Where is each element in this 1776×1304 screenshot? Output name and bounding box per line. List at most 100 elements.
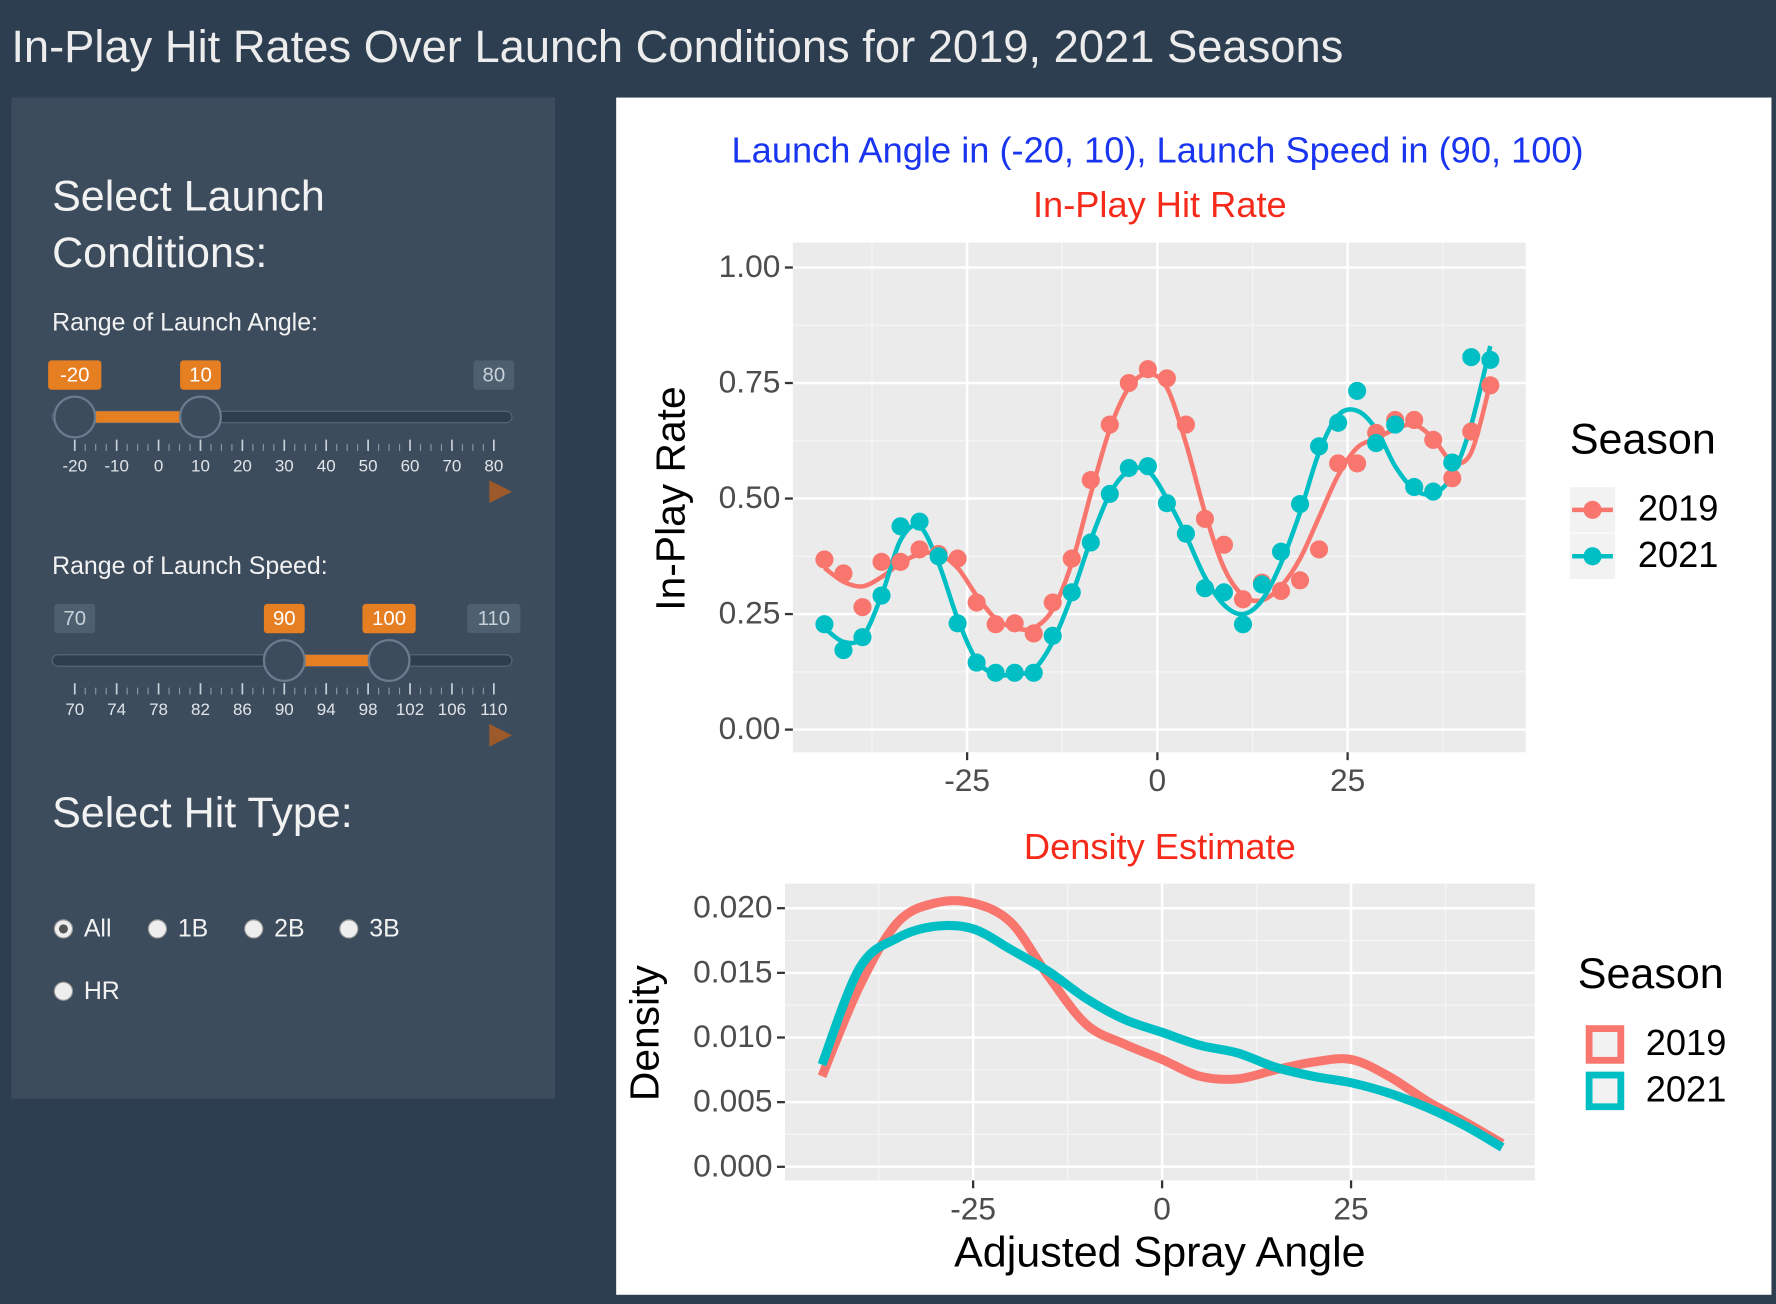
slider-tick-label: 98 — [359, 700, 378, 719]
point — [834, 564, 853, 583]
point — [1233, 615, 1253, 634]
point — [1329, 454, 1348, 473]
slider-limit-box — [473, 360, 515, 390]
point — [929, 547, 948, 566]
radio-button[interactable] — [53, 981, 74, 1001]
play-button[interactable] — [489, 480, 512, 504]
slider-tick-label: -10 — [104, 456, 129, 475]
radio-label[interactable]: 1B — [178, 915, 208, 943]
y-tick-label: 0.010 — [693, 1018, 772, 1054]
slider-handle[interactable] — [178, 395, 222, 439]
slider-tick-label: 50 — [359, 456, 378, 475]
slider-tick-label: 110 — [480, 700, 507, 719]
point — [1214, 583, 1234, 602]
x-tick-label: -25 — [944, 762, 990, 798]
slider-tick-label: 74 — [107, 700, 126, 719]
legend-label: 2021 — [1646, 1069, 1727, 1110]
point — [1157, 369, 1176, 388]
legend-key-box — [1585, 1071, 1625, 1111]
point — [986, 615, 1005, 634]
slider-tick-label: 70 — [65, 700, 84, 719]
point — [1062, 549, 1081, 568]
radio-label[interactable]: HR — [84, 977, 120, 1005]
point — [1081, 471, 1100, 490]
legend-title: Season — [1578, 950, 1724, 998]
y-tick-label: 0.005 — [693, 1083, 772, 1119]
slider-tick-label: 20 — [233, 456, 252, 475]
point — [1443, 453, 1462, 472]
point — [1290, 495, 1310, 514]
radio-button[interactable] — [147, 919, 168, 939]
point — [1462, 348, 1481, 367]
point — [1138, 360, 1157, 379]
y-tick-label: 0.50 — [719, 479, 781, 515]
x-tick-label: 25 — [1333, 1190, 1368, 1226]
point — [1024, 663, 1043, 682]
point — [1405, 410, 1424, 430]
point — [1462, 422, 1481, 441]
point — [910, 540, 929, 559]
slider-value: -20 — [60, 365, 89, 387]
point — [1005, 663, 1024, 682]
point — [986, 663, 1005, 682]
sidebar-heading: Select Launch Conditions: — [52, 173, 325, 278]
play-button[interactable] — [489, 723, 512, 747]
legend-label: 2021 — [1638, 534, 1719, 575]
point — [1024, 624, 1043, 643]
point — [1100, 484, 1119, 503]
point — [1195, 579, 1214, 598]
slider-value: 100 — [372, 608, 406, 630]
point — [1310, 437, 1329, 456]
x-tick-label: 25 — [1330, 762, 1365, 798]
point — [967, 653, 986, 672]
point — [1176, 524, 1195, 543]
slider-tick-label: 80 — [484, 456, 503, 475]
point — [1348, 381, 1367, 400]
legend-key-point — [1583, 547, 1602, 566]
slider-handle[interactable] — [262, 638, 306, 683]
slider-tick-label: 10 — [191, 456, 210, 475]
density-line — [817, 896, 1505, 1148]
y-tick-label: 0.015 — [693, 953, 772, 989]
page-title: In-Play Hit Rates Over Launch Conditions… — [11, 21, 1343, 72]
point — [948, 614, 967, 633]
point — [1271, 542, 1291, 561]
slider-handle[interactable] — [367, 638, 411, 683]
point — [872, 586, 891, 605]
legend-label: 2019 — [1638, 488, 1719, 529]
point — [834, 641, 853, 660]
slider-limit: 70 — [63, 608, 86, 630]
point — [910, 512, 929, 531]
slider-tick-label: 70 — [442, 456, 461, 475]
point — [1252, 575, 1272, 594]
legend-key-point — [1583, 500, 1602, 519]
slider-value-box — [48, 360, 102, 390]
radio-label[interactable]: 2B — [274, 915, 304, 943]
slider-tick-label: 40 — [317, 456, 336, 475]
radio-button[interactable] — [339, 919, 359, 939]
point — [1062, 583, 1081, 602]
point — [1100, 415, 1119, 434]
slider-tick-label: 0 — [154, 456, 163, 475]
slider-tick-label: -20 — [62, 456, 87, 475]
slider-range — [74, 411, 201, 423]
y-tick-label: 0.000 — [693, 1147, 772, 1183]
radio-button[interactable] — [244, 919, 264, 939]
y-tick-label: 0.00 — [719, 710, 781, 746]
point — [1176, 415, 1195, 434]
slider-limit: 110 — [478, 608, 510, 630]
x-tick-label: -25 — [950, 1190, 996, 1226]
radio-label[interactable]: 3B — [369, 915, 399, 943]
point — [1043, 626, 1062, 645]
point — [1119, 458, 1138, 478]
slider-tick-label: 94 — [317, 700, 336, 719]
slider-limit: 80 — [483, 365, 506, 387]
slider-handle[interactable] — [53, 395, 97, 439]
radio-label[interactable]: All — [84, 915, 112, 943]
slider-tick-label: 30 — [275, 456, 294, 475]
x-tick-label: 0 — [1149, 762, 1167, 798]
slider-label: Range of Launch Angle: — [52, 309, 318, 337]
point — [1138, 457, 1157, 476]
